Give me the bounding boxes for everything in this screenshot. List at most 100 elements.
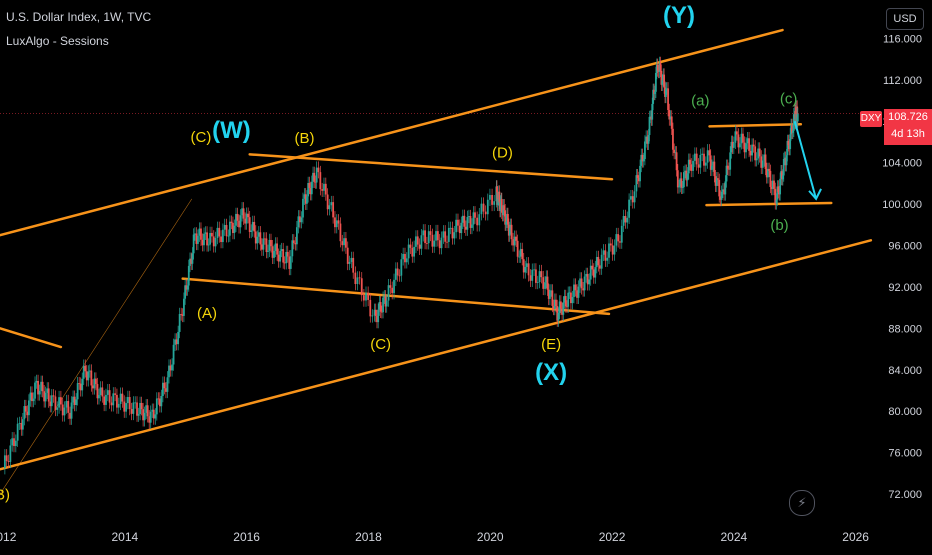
- candle-body: [346, 247, 349, 264]
- candle-body: [725, 165, 728, 182]
- candle-body: [228, 221, 231, 236]
- candle-body: [453, 232, 456, 239]
- candle-body: [482, 203, 485, 212]
- candle-body: [415, 236, 417, 247]
- candle-body: [378, 302, 381, 310]
- candle-body: [512, 239, 514, 246]
- candle-body: [717, 178, 719, 180]
- candle-body: [792, 114, 795, 131]
- candle-body: [660, 70, 663, 85]
- candle-body: [373, 309, 376, 316]
- candle-body: [160, 396, 163, 407]
- candle-body: [693, 153, 696, 161]
- candle-body: [746, 138, 749, 144]
- candle-body: [259, 232, 262, 245]
- candle-body: [771, 180, 774, 190]
- candle-body: [247, 213, 250, 218]
- candle-body: [703, 153, 705, 166]
- candle-body: [24, 406, 27, 412]
- candle-body: [510, 224, 513, 240]
- candle-body: [242, 208, 245, 219]
- candle-body: [458, 225, 461, 234]
- candle-body: [154, 414, 157, 419]
- candle-body: [75, 399, 78, 405]
- candle-body: [169, 365, 172, 371]
- candle-body: [304, 194, 307, 204]
- candle-body: [435, 231, 437, 241]
- candle-body: [648, 116, 651, 136]
- candle-body: [369, 299, 372, 317]
- candle-body: [155, 398, 158, 415]
- candle-body: [358, 277, 361, 279]
- trendline-4: [708, 123, 803, 128]
- candle-body: [635, 175, 638, 192]
- candle-body: [339, 223, 342, 242]
- currency-button[interactable]: USD: [886, 8, 924, 30]
- lightning-icon[interactable]: ⚡: [789, 490, 815, 516]
- candle-body: [782, 158, 785, 176]
- candle-body: [212, 236, 215, 247]
- candle-body: [95, 378, 97, 385]
- candle-body: [726, 165, 729, 169]
- candle-body: [760, 156, 763, 168]
- candle-body: [588, 279, 591, 285]
- candle-body: [758, 148, 761, 157]
- candle-body: [265, 238, 268, 252]
- candle-body: [37, 380, 39, 395]
- candle-body: [513, 236, 516, 246]
- candle-body: [751, 144, 754, 156]
- candle-body: [531, 269, 534, 281]
- candle-body: [289, 256, 292, 269]
- candle-body: [686, 173, 689, 181]
- candle-body: [283, 262, 286, 264]
- candle-body: [637, 177, 640, 182]
- indicator-label[interactable]: LuxAlgo - Sessions: [6, 34, 109, 48]
- candle-body: [49, 401, 52, 407]
- candle-body: [190, 258, 193, 264]
- candle-body: [501, 212, 504, 216]
- candle-body: [285, 251, 288, 264]
- candle-body: [326, 194, 329, 210]
- candle-body: [177, 331, 180, 345]
- candle-body: [755, 158, 758, 161]
- candle-body: [50, 395, 53, 407]
- candle-body: [709, 155, 712, 170]
- candle-body: [85, 371, 88, 381]
- candle-body: [251, 221, 254, 231]
- candle-body: [250, 230, 253, 232]
- candle-body: [469, 216, 472, 228]
- candle-body: [737, 134, 740, 148]
- candle-body: [529, 275, 532, 281]
- candle-body: [440, 237, 443, 249]
- candle-body: [721, 189, 724, 192]
- candle-body: [499, 201, 502, 212]
- candle-body: [422, 230, 425, 236]
- candle-body: [706, 150, 709, 163]
- candle-body: [70, 402, 73, 419]
- candle-body: [233, 225, 236, 234]
- candle-body: [362, 295, 365, 301]
- candle-body: [73, 396, 76, 405]
- candle-body: [67, 401, 70, 413]
- candle-body: [35, 380, 38, 383]
- candle-body: [101, 387, 104, 397]
- wave-label-10: (a): [691, 93, 709, 110]
- candle-body: [56, 407, 59, 410]
- candle-body: [128, 397, 131, 410]
- wave-label-8: (E): [541, 336, 561, 353]
- candle-body: [680, 178, 683, 188]
- candle-body: [670, 116, 673, 129]
- candle-body: [307, 182, 310, 197]
- candle-body: [382, 297, 384, 313]
- candle-body: [230, 221, 233, 223]
- candle-body: [496, 192, 499, 205]
- candle-body: [201, 239, 204, 246]
- candle-body: [7, 461, 10, 462]
- candle-body: [110, 402, 113, 406]
- candle-body: [507, 213, 509, 225]
- candle-body: [270, 239, 272, 247]
- candle-body: [221, 229, 224, 243]
- candle-body: [185, 285, 188, 290]
